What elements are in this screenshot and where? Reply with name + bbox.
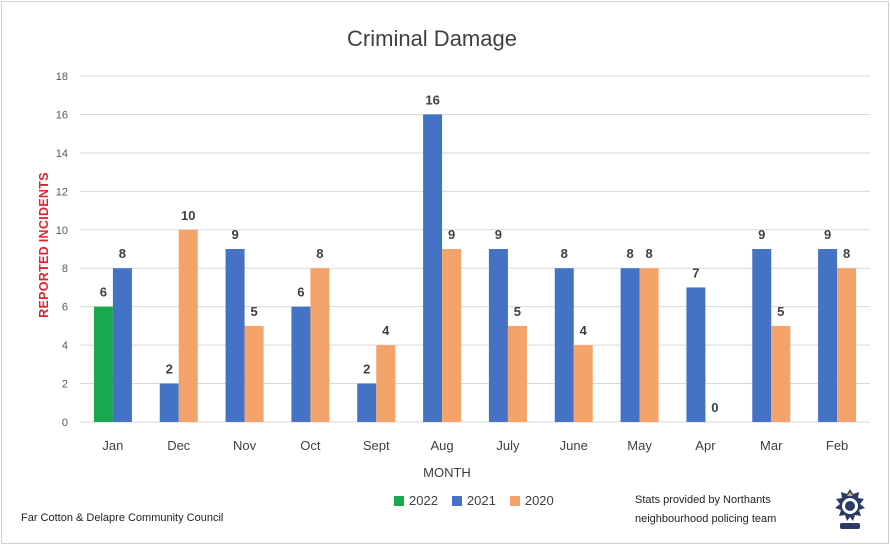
y-tick-label: 18	[56, 71, 68, 83]
bar-2020	[442, 249, 462, 422]
legend-item-2022: 2022	[394, 493, 438, 508]
footer-credit: Stats provided by Northants neighbourhoo…	[635, 491, 835, 529]
legend-label: 2022	[409, 493, 438, 508]
y-tick-label: 14	[56, 148, 68, 160]
footer-credit-line2: neighbourhood policing team	[635, 513, 777, 525]
x-tick-label: June	[560, 438, 588, 453]
data-label: 4	[580, 323, 588, 338]
bar-2020	[376, 345, 396, 422]
data-label: 5	[250, 304, 257, 319]
data-label: 8	[316, 246, 323, 261]
x-tick-label: Apr	[695, 438, 716, 453]
bar-2021	[752, 249, 772, 422]
y-tick-label: 2	[62, 379, 68, 391]
data-label: 7	[692, 265, 699, 280]
legend-item-2021: 2021	[451, 493, 496, 508]
x-tick-label: Sept	[363, 438, 390, 453]
bar-2021	[488, 249, 508, 422]
y-tick-label: 8	[62, 263, 68, 275]
chart-title: Criminal Damage	[347, 26, 517, 51]
legend-label: 2021	[466, 493, 496, 508]
footer-credit-line1: Stats provided by Northants	[635, 494, 771, 506]
bar-2021	[554, 268, 574, 422]
data-label: 9	[758, 227, 765, 242]
y-tick-label: 4	[62, 340, 68, 352]
legend-label: 2020	[524, 493, 554, 508]
y-tick-label: 6	[62, 302, 68, 314]
data-label: 6	[297, 285, 304, 300]
x-tick-label: Mar	[760, 438, 783, 453]
bar-2021	[818, 249, 838, 422]
data-label: 9	[231, 227, 238, 242]
data-label: 8	[645, 246, 652, 261]
bar-2020	[507, 325, 527, 422]
x-tick-label: Jan	[102, 438, 123, 453]
bar-2021	[159, 383, 179, 422]
x-tick-label: Oct	[300, 438, 321, 453]
legend-swatch	[509, 495, 520, 506]
data-label: 8	[561, 246, 568, 261]
footer-council-name: Far Cotton & Delapre Community Council	[21, 512, 224, 524]
legend-swatch	[451, 495, 462, 506]
bar-2021	[225, 249, 245, 422]
data-label: 8	[843, 246, 850, 261]
data-label: 6	[100, 285, 107, 300]
y-tick-label: 12	[56, 186, 68, 198]
data-label: 8	[119, 246, 126, 261]
y-tick-label: 0	[62, 417, 68, 429]
bar-2021	[112, 268, 132, 422]
y-tick-label: 16	[56, 109, 68, 121]
x-tick-label: Aug	[431, 438, 454, 453]
bar-2021	[291, 306, 311, 422]
data-label: 10	[181, 208, 195, 223]
data-label: 2	[166, 362, 173, 377]
data-label: 2	[363, 362, 370, 377]
data-label: 9	[824, 227, 831, 242]
x-axis-label: MONTH	[423, 465, 471, 480]
bar-2020	[244, 325, 264, 422]
x-tick-label: Dec	[167, 438, 191, 453]
legend-swatch	[394, 495, 404, 506]
bar-2020	[771, 325, 791, 422]
bar-2021	[423, 114, 443, 422]
x-tick-label: Feb	[826, 438, 848, 453]
x-tick-label: May	[627, 438, 652, 453]
data-label: 9	[448, 227, 455, 242]
bar-2020	[178, 229, 198, 422]
bar-2021	[357, 383, 377, 422]
police-crest-icon	[835, 489, 865, 529]
bar-2020	[639, 268, 659, 422]
data-label: 4	[382, 323, 390, 338]
data-label: 5	[514, 304, 521, 319]
data-label: 16	[425, 92, 439, 107]
bar-2020	[310, 268, 330, 422]
x-tick-label: July	[496, 438, 520, 453]
legend-item-2020: 2020	[509, 493, 554, 508]
data-label: 5	[777, 304, 784, 319]
y-tick-label: 10	[56, 225, 68, 237]
legend: 2022 2021 2020	[394, 493, 554, 508]
data-label: 8	[626, 246, 633, 261]
data-label: 9	[495, 227, 502, 242]
x-tick-label: Nov	[233, 438, 257, 453]
bar-2021	[620, 268, 640, 422]
data-label: 0	[711, 400, 718, 415]
bar-2021	[686, 287, 706, 422]
bar-2022	[93, 306, 113, 422]
bar-2020	[837, 268, 857, 422]
bar-2020	[573, 345, 593, 422]
